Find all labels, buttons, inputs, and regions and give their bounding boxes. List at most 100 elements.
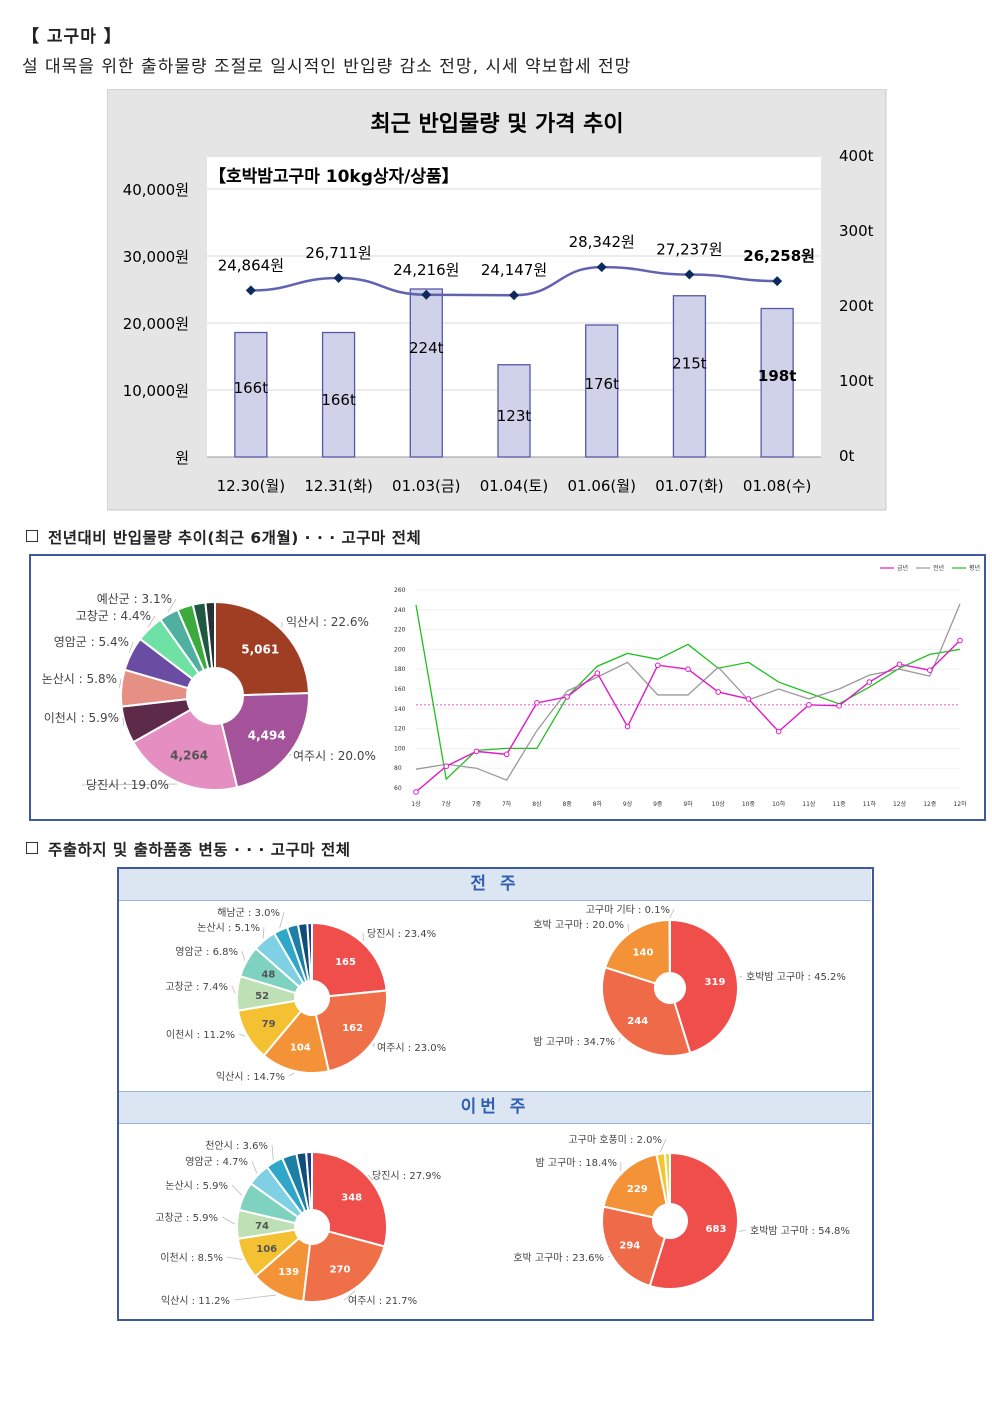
series-marker — [896, 661, 903, 668]
prev-week-variety-pie: 319 호박밤 고구마 : 45.2% 244 밤 고구마 : 34.7% 140 호박 … — [533, 904, 846, 1057]
pie-slice — [311, 921, 388, 998]
y-tick-label: 180 — [394, 666, 406, 673]
this-week-variety-pie: 683 호박밤 고구마 : 54.8% 294 호박 고구마 : 23.6% 229 밤 … — [513, 1134, 850, 1290]
pie-category-label: 논산시 : 5.1% — [197, 922, 260, 934]
origin-section-title: 주출하지 및 출하품종 변동 · · · 고구마 전체 — [26, 838, 351, 860]
leader-line — [241, 950, 246, 961]
pie-category-label: 고구마 기타 : 0.1% — [586, 904, 670, 916]
y-tick-label: 260 — [394, 587, 406, 594]
pie-slice — [220, 692, 310, 789]
y-tick-label: 60 — [394, 785, 402, 792]
leader-line — [669, 908, 675, 919]
series-marker — [443, 763, 450, 770]
right-tick-label: 200t — [839, 297, 874, 315]
pie-category-label: 이천시 : 11.2% — [166, 1029, 235, 1041]
leader-line — [372, 1042, 375, 1048]
volume-bar — [497, 364, 531, 458]
x-tick-label: 11중 — [833, 801, 847, 808]
prev-week-origin-pie: 165 당진시 : 23.4% 162 여주시 : 23.0% 104 익산시 : 14.… — [165, 906, 446, 1083]
x-tick-label: 12하 — [953, 800, 967, 808]
this-week-header: 이번 주 — [119, 1091, 871, 1124]
x-tick-label: 9상 — [623, 800, 633, 808]
checkbox-icon — [26, 842, 38, 854]
leader-line — [279, 911, 285, 929]
pie-slice — [204, 600, 216, 670]
series-marker — [866, 679, 873, 685]
price-marker — [772, 276, 783, 287]
price-marker — [421, 289, 432, 300]
x-tick-label: 12.31(화) — [304, 477, 372, 495]
pie-category-label: 해남군 : 3.0% — [217, 906, 280, 919]
pie-slice — [305, 1150, 313, 1212]
price-marker — [333, 273, 344, 284]
pie-value-label: 48 — [261, 970, 275, 981]
volume-bar-label: 166t — [321, 391, 356, 409]
pie-category-label: 영암군 : 5.4% — [54, 635, 129, 649]
leader-line — [147, 615, 156, 628]
pie-slice — [602, 1153, 668, 1219]
pie-category-label: 익산시 : 22.6% — [286, 615, 369, 629]
leader-line — [81, 783, 177, 786]
x-tick-label: 12.30(월) — [217, 477, 285, 495]
left-tick-label: 원 — [175, 449, 189, 467]
pie-slice — [306, 921, 313, 983]
pie-value-label: 74 — [255, 1221, 269, 1232]
price-marker — [596, 262, 607, 273]
leader-line — [226, 1256, 243, 1260]
series-marker — [806, 702, 812, 708]
leader-line — [231, 985, 236, 994]
pie-value-label: 4,494 — [248, 728, 286, 742]
series-marker — [654, 662, 661, 669]
x-tick-label: 8중 — [562, 801, 572, 808]
volume-bar-label: 166t — [234, 379, 269, 397]
left-tick-label: 40,000원 — [123, 181, 189, 199]
price-volume-chart: 최근 반입물량 및 가격 추이 【호박밤고구마 10kg상자/상품】 166t 1… — [107, 89, 887, 511]
pie-slice — [314, 989, 388, 1073]
volume-bar-label: 224t — [409, 339, 444, 357]
leader-line — [233, 1294, 277, 1301]
left-tick-label: 30,000원 — [123, 248, 189, 266]
pie-value-label: 319 — [705, 977, 726, 988]
pie-category-label: 호박밤 고구마 : 54.8% — [750, 1225, 850, 1237]
series-line — [415, 603, 961, 781]
pie-category-label: 당진시 : 19.0% — [86, 778, 169, 792]
origin-pie-6month: 5,061 익산시 : 22.6% 4,494 여주시 : 20.0% 4,264 당진시… — [42, 592, 376, 792]
leader-line — [118, 678, 122, 688]
pie-slice — [601, 966, 692, 1057]
leader-line — [122, 717, 125, 726]
pie-category-label: 여주시 : 23.0% — [377, 1042, 446, 1054]
pie-value-label: 165 — [335, 957, 356, 968]
market-outlook-text: 설 대목을 위한 출하물량 조절로 일시적인 반입량 감소 전망, 시세 약보합… — [22, 57, 632, 77]
leader-line — [367, 1174, 374, 1181]
pie-category-label: 고창군 : 5.9% — [155, 1212, 218, 1224]
pie-value-label: 52 — [255, 991, 269, 1002]
x-tick-label: 01.08(수) — [743, 477, 811, 495]
series-marker — [413, 789, 419, 795]
pie-category-label: 논산시 : 5.8% — [42, 672, 117, 686]
series-marker — [775, 728, 782, 735]
y-tick-label: 80 — [394, 765, 402, 772]
pie-value-label: 139 — [278, 1267, 299, 1278]
price-label: 24,147원 — [481, 261, 547, 279]
y-tick-label: 140 — [394, 706, 406, 713]
x-tick-label: 7중 — [472, 801, 482, 808]
price-label: 24,216원 — [393, 261, 459, 279]
x-tick-label: 9하 — [683, 800, 693, 808]
price-marker — [509, 290, 519, 301]
trend-frame — [29, 554, 986, 821]
leader-line — [167, 598, 177, 613]
pie-category-label: 고창군 : 7.4% — [165, 981, 228, 993]
leader-line — [251, 1160, 258, 1174]
section-heading: 【 고구마 】 — [22, 27, 122, 47]
pie-category-label: 호박 고구마 : 23.6% — [513, 1252, 604, 1264]
leader-line — [627, 923, 629, 932]
pie-value-label: 244 — [627, 1016, 648, 1027]
series-marker — [624, 723, 631, 730]
x-tick-label: 11하 — [863, 800, 877, 808]
right-tick-label: 400t — [839, 147, 874, 165]
pie-category-label: 당진시 : 23.4% — [367, 928, 436, 940]
trend-section-title-text: 전년대비 반입물량 추이(최근 6개월) · · · 고구마 전체 — [48, 529, 422, 547]
volume-bar — [585, 324, 619, 458]
legend-label: 평년 — [969, 564, 980, 572]
leader-line — [221, 1216, 236, 1225]
